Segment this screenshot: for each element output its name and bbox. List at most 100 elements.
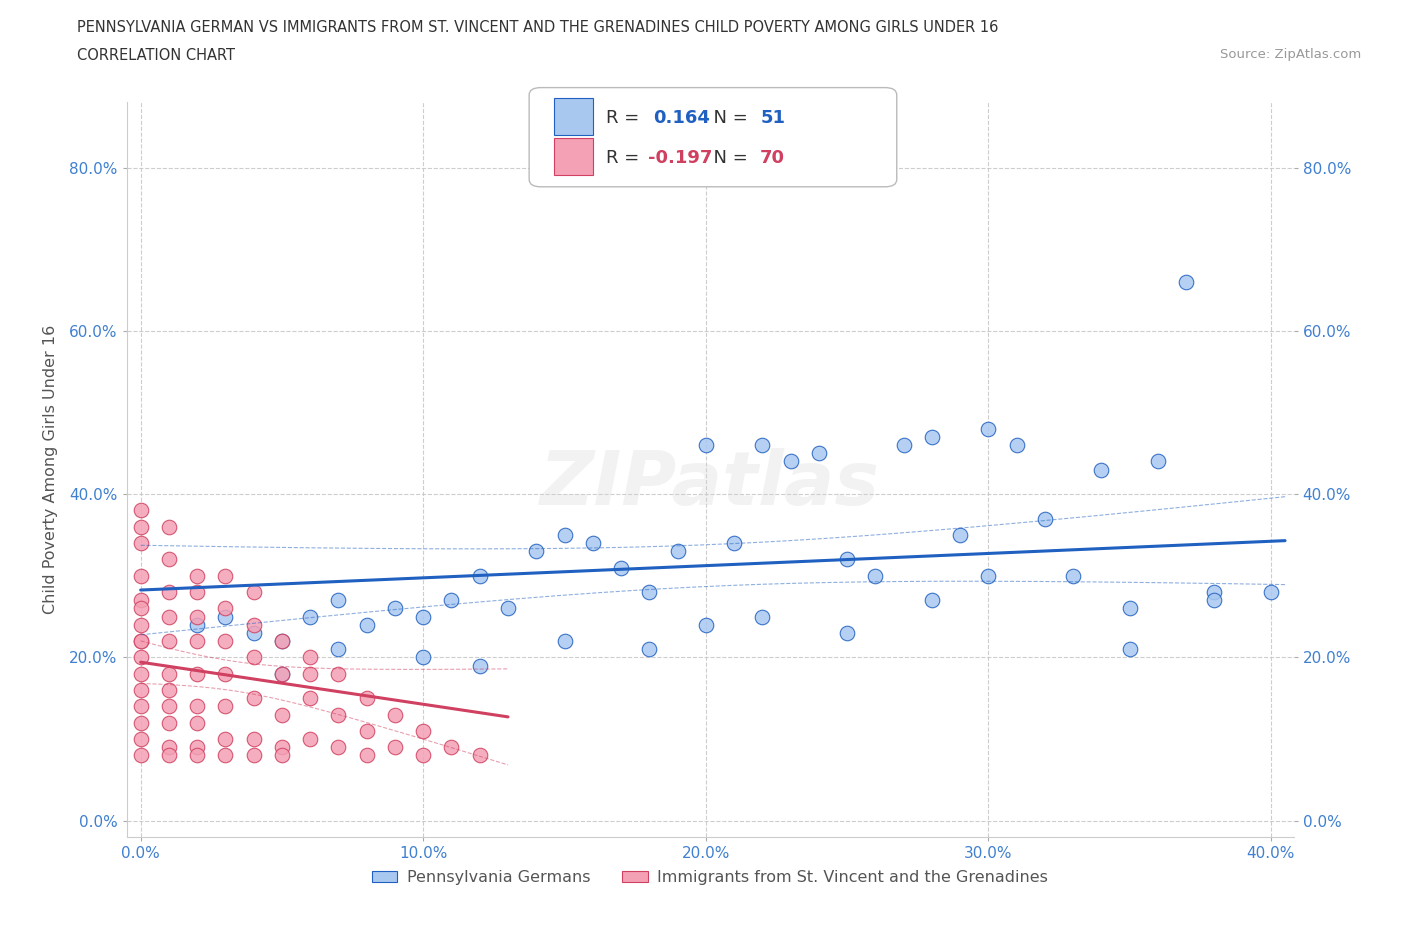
Point [214, 732, 236, 747]
Point [299, 650, 322, 665]
Point [214, 609, 236, 624]
Point [865, 568, 887, 583]
Point [328, 739, 350, 754]
Point [186, 715, 208, 730]
Point [695, 618, 717, 632]
Text: -0.197: -0.197 [648, 150, 713, 167]
Point [328, 666, 350, 681]
Point [1260, 585, 1282, 600]
Point [129, 503, 152, 518]
FancyBboxPatch shape [554, 98, 593, 135]
Point [299, 666, 322, 681]
Point [129, 601, 152, 616]
Point [1118, 642, 1140, 657]
Point [1175, 274, 1198, 289]
Text: CORRELATION CHART: CORRELATION CHART [77, 48, 235, 63]
Point [468, 748, 491, 763]
Point [554, 527, 576, 542]
Point [271, 666, 294, 681]
Point [186, 568, 208, 583]
Text: N =: N = [702, 150, 754, 167]
Point [1147, 454, 1170, 469]
Point [242, 732, 264, 747]
Point [129, 748, 152, 763]
Point [242, 748, 264, 763]
Point [271, 633, 294, 648]
Point [214, 699, 236, 714]
Point [214, 748, 236, 763]
Point [328, 707, 350, 722]
Point [157, 519, 180, 534]
Point [186, 609, 208, 624]
Point [328, 642, 350, 657]
Point [356, 618, 378, 632]
Point [129, 536, 152, 551]
Point [299, 609, 322, 624]
Point [921, 430, 943, 445]
Point [242, 626, 264, 641]
Point [157, 609, 180, 624]
Point [440, 592, 463, 607]
Point [835, 552, 858, 567]
Point [129, 519, 152, 534]
Point [186, 666, 208, 681]
Point [384, 707, 406, 722]
Point [299, 732, 322, 747]
Text: 51: 51 [761, 109, 785, 126]
Point [214, 633, 236, 648]
Point [468, 658, 491, 673]
Point [666, 544, 689, 559]
Point [412, 748, 434, 763]
Point [242, 650, 264, 665]
Point [129, 666, 152, 681]
Text: R =: R = [606, 109, 645, 126]
Point [893, 438, 915, 453]
Point [921, 592, 943, 607]
Point [129, 633, 152, 648]
Point [186, 699, 208, 714]
Point [1090, 462, 1112, 477]
Point [186, 748, 208, 763]
Point [186, 618, 208, 632]
Point [1118, 601, 1140, 616]
Point [695, 438, 717, 453]
Point [157, 666, 180, 681]
Point [271, 748, 294, 763]
Point [157, 739, 180, 754]
Point [129, 633, 152, 648]
Point [186, 633, 208, 648]
Point [271, 666, 294, 681]
Point [157, 683, 180, 698]
Point [835, 626, 858, 641]
Point [638, 585, 661, 600]
Point [977, 568, 1000, 583]
Point [214, 568, 236, 583]
Point [1204, 585, 1226, 600]
FancyBboxPatch shape [554, 139, 593, 175]
Point [610, 560, 633, 575]
Point [356, 724, 378, 738]
Point [129, 699, 152, 714]
Point [271, 707, 294, 722]
Point [356, 691, 378, 706]
Point [1005, 438, 1028, 453]
Point [214, 666, 236, 681]
Point [779, 454, 801, 469]
Point [1033, 512, 1056, 526]
Point [751, 609, 773, 624]
Legend: Pennsylvania Germans, Immigrants from St. Vincent and the Grenadines: Pennsylvania Germans, Immigrants from St… [366, 864, 1054, 892]
Point [751, 438, 773, 453]
Point [186, 739, 208, 754]
Point [242, 618, 264, 632]
Point [1062, 568, 1084, 583]
Point [949, 527, 972, 542]
Point [496, 601, 519, 616]
Y-axis label: Child Poverty Among Girls Under 16: Child Poverty Among Girls Under 16 [44, 325, 58, 615]
Point [271, 739, 294, 754]
Point [157, 715, 180, 730]
Point [129, 618, 152, 632]
Point [723, 536, 745, 551]
Point [242, 691, 264, 706]
Point [271, 633, 294, 648]
Point [157, 633, 180, 648]
